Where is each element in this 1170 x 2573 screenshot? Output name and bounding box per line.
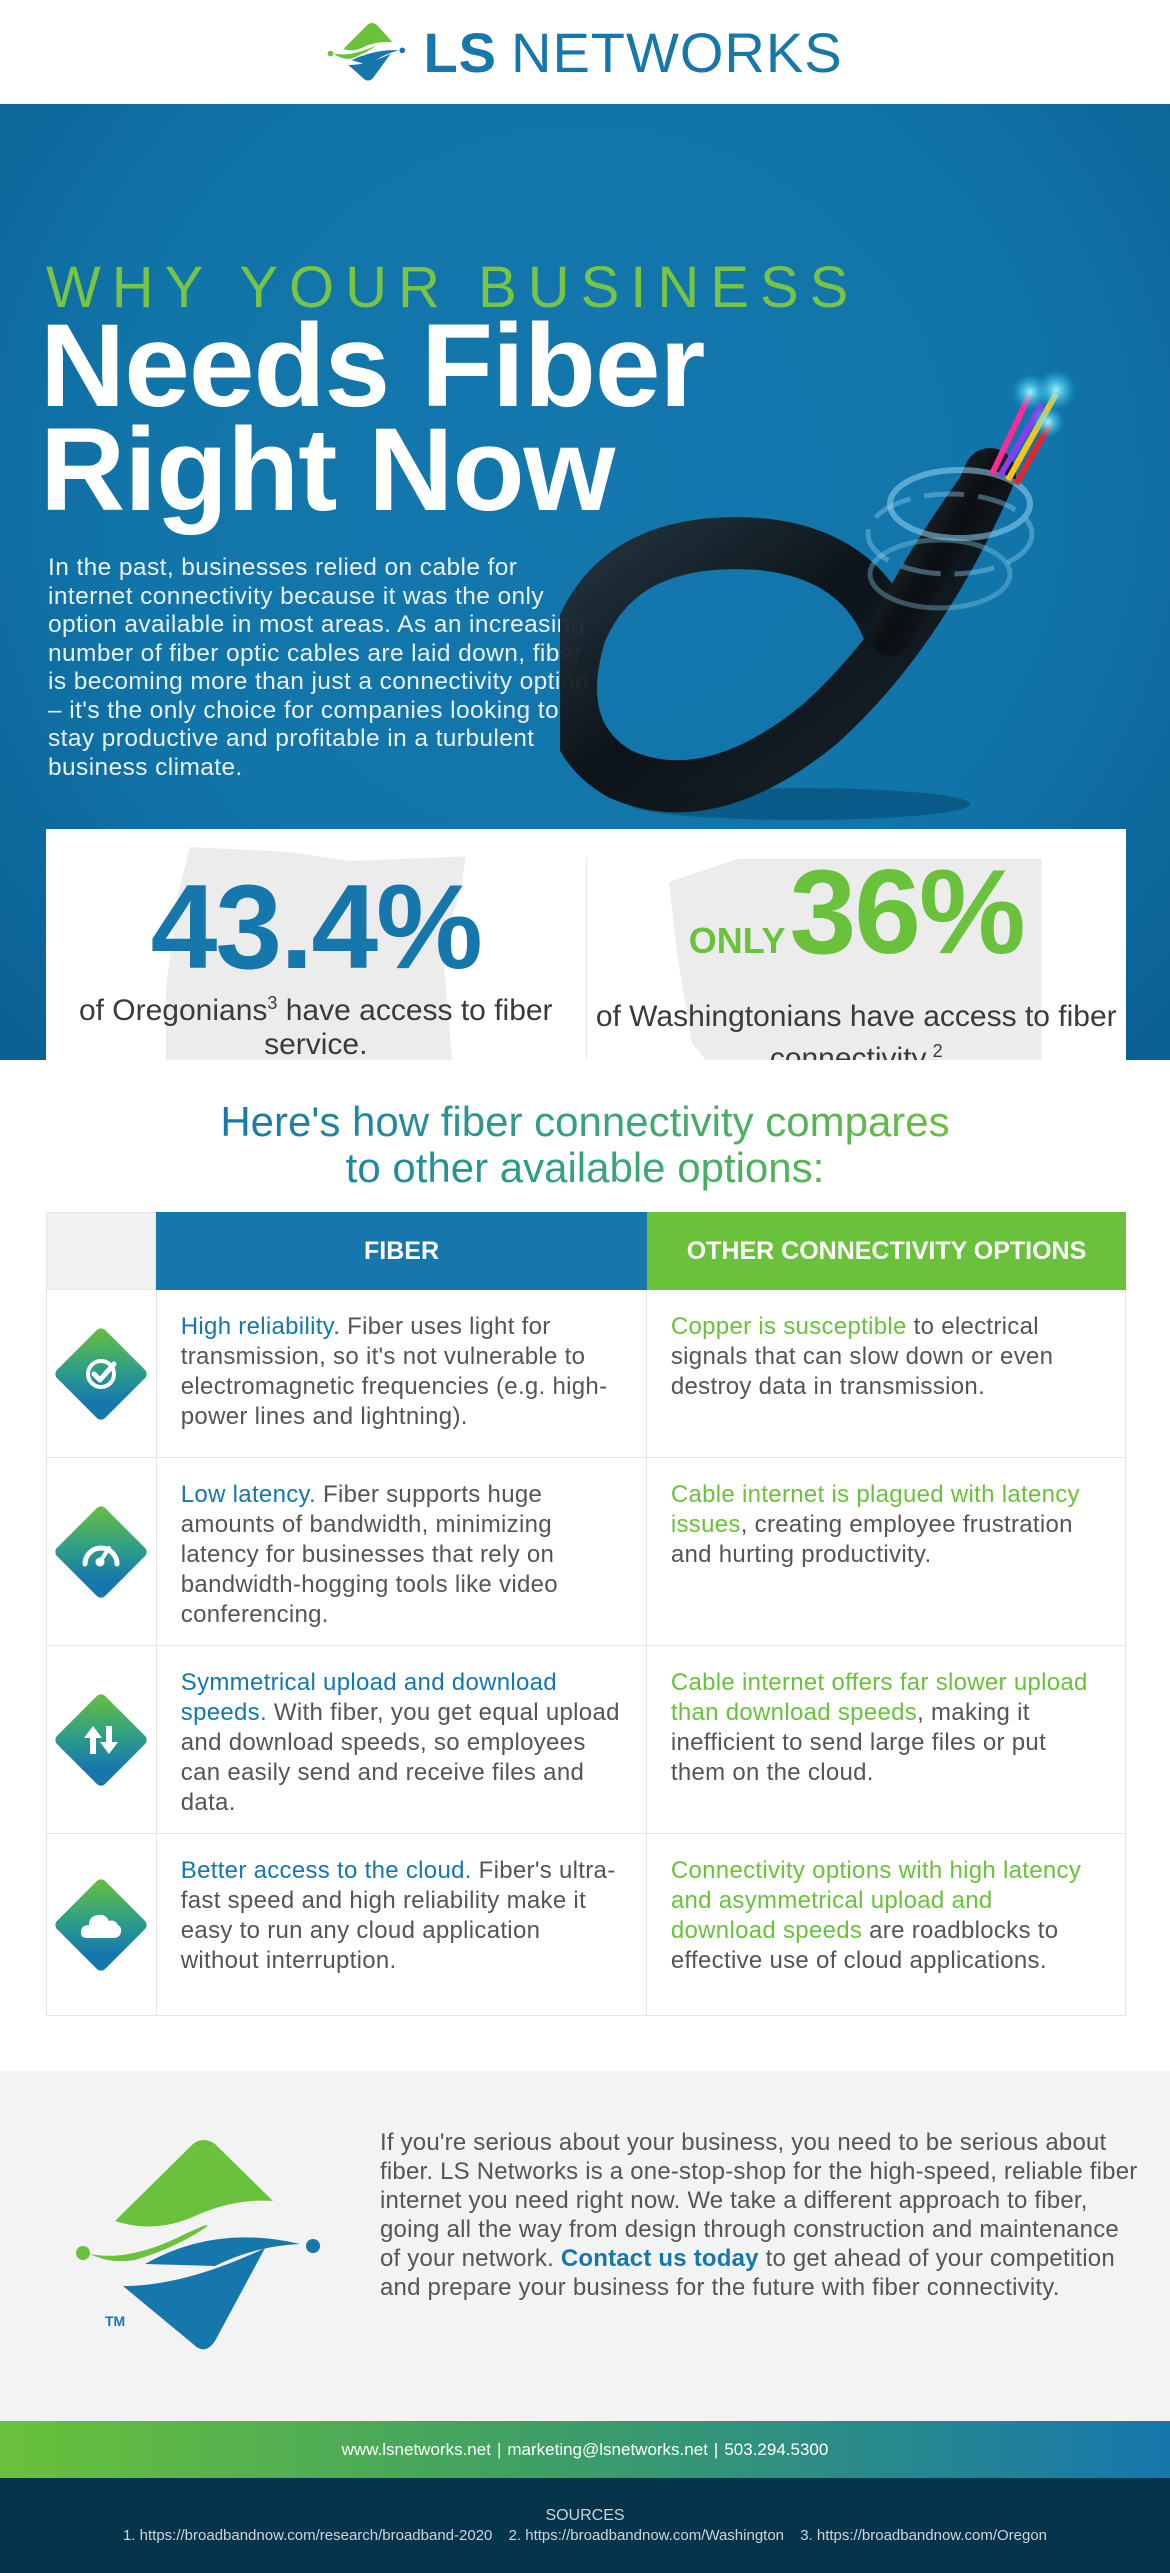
- other-cell: Connectivity options with high latency a…: [647, 1834, 1125, 2015]
- source-item[interactable]: 2. https://broadbandnow.com/Washington: [508, 2527, 785, 2544]
- other-text: are roadblocks to effective use of cloud…: [670, 1917, 1059, 1974]
- fiber-text: Fiber's ultra-fast speed and high reliab…: [180, 1857, 616, 1974]
- contact-bar: www.lsnetworks.net | marketing@lsnetwork…: [0, 2421, 1170, 2478]
- fiber-highlight: High reliability.: [180, 1313, 341, 1340]
- source-item[interactable]: 3. https://broadbandnow.com/Oregon: [800, 2527, 1048, 2544]
- other-highlight: Copper is susceptible: [670, 1313, 907, 1340]
- table-row: Better access to the cloud. Fiber's ultr…: [46, 1834, 1126, 2016]
- stat-washington-prefix: ONLY: [688, 920, 786, 961]
- other-cell: Copper is susceptible to electrical sign…: [647, 1290, 1125, 1457]
- column-header-other: OTHER CONNECTIVITY OPTIONS: [647, 1212, 1126, 1290]
- phone-number[interactable]: 503.294.5300: [724, 2439, 829, 2459]
- table-row: Symmetrical upload and download speeds. …: [46, 1646, 1126, 1834]
- fiber-highlight: Low latency.: [180, 1481, 317, 1508]
- cta-section: TM If you're serious about your business…: [0, 2071, 1170, 2421]
- comparison-table: FIBER OTHER CONNECTIVITY OPTIONS High re…: [46, 1212, 1126, 2016]
- cta-text-before: If you're serious about your business, y…: [380, 2129, 1138, 2272]
- other-highlight: Connectivity options with high latency a…: [670, 1857, 1082, 1944]
- hero-eyebrow: WHY YOUR BUSINESS: [46, 255, 860, 320]
- other-highlight: Cable internet offers far slower upload …: [670, 1669, 1088, 1726]
- speedometer-icon: [53, 1503, 150, 1600]
- table-row: High reliability. Fiber uses light for t…: [46, 1290, 1126, 1458]
- cta-text-after: to get ahead of your competition and pre…: [380, 2245, 1115, 2301]
- sources-section: SOURCES 1. https://broadbandnow.com/rese…: [0, 2478, 1170, 2573]
- stat-washington-desc: of Washingtonians have access to fiber c…: [587, 1000, 1127, 1060]
- email-link[interactable]: marketing@lsnetworks.net: [507, 2439, 708, 2459]
- fiber-cell: Low latency. Fiber supports huge amounts…: [157, 1458, 647, 1645]
- stat-washington-desc-text: of Washingtonians have access to fiber c…: [595, 1000, 1117, 1060]
- brand-wordmark: LS NETWORKS: [423, 20, 842, 85]
- ls-networks-large-logo-icon: TM: [76, 2140, 320, 2350]
- stat-washington: ONLY36% of Washingtonians have access to…: [585, 859, 1127, 1060]
- sources-list: 1. https://broadbandnow.com/research/bro…: [0, 2526, 1170, 2546]
- ls-networks-logo-icon: [328, 22, 406, 81]
- separator: |: [496, 2439, 502, 2459]
- fiber-text: With fiber, you get equal upload and dow…: [180, 1699, 620, 1816]
- other-cell: Cable internet is plagued with latency i…: [647, 1458, 1125, 1645]
- hero-title: Needs Fiber Right Now: [40, 307, 705, 529]
- compare-heading-line2: to other available options:: [345, 1144, 825, 1191]
- top-logo-bar: LS NETWORKS: [0, 0, 1170, 104]
- trademark-label: TM: [105, 2313, 125, 2329]
- upload-download-arrows-icon: [53, 1691, 150, 1788]
- fiber-cell: High reliability. Fiber uses light for t…: [157, 1290, 647, 1457]
- fiber-highlight: Better access to the cloud.: [180, 1857, 472, 1884]
- brand-regular: NETWORKS: [511, 20, 843, 84]
- row-icon-cell: [47, 1834, 157, 2015]
- washington-map-icon: [669, 859, 1042, 1060]
- fiber-cable-illustration-icon: [560, 370, 1076, 820]
- other-cell: Cable internet offers far slower upload …: [647, 1646, 1125, 1833]
- fiber-text: Fiber supports huge amounts of bandwidth…: [180, 1481, 558, 1628]
- other-highlight: Cable internet is plagued with latency i…: [670, 1481, 1080, 1538]
- compare-heading-section: Here's how fiber connectivity compares t…: [0, 1060, 1170, 1212]
- cloud-icon: [53, 1876, 150, 1973]
- table-header-blank: [46, 1212, 156, 1290]
- other-text: to electrical signals that can slow down…: [670, 1313, 1054, 1400]
- table-row: Low latency. Fiber supports huge amounts…: [46, 1458, 1126, 1646]
- stat-washington-footnote: 2: [932, 1041, 943, 1060]
- website-link[interactable]: www.lsnetworks.net: [341, 2439, 491, 2459]
- other-text: , creating employee frustration and hurt…: [670, 1511, 1073, 1568]
- stats-panel: 43.4% of Oregonians3 have access to fibe…: [46, 829, 1126, 1060]
- hero-section: WHY YOUR BUSINESS Needs Fiber Right Now …: [0, 104, 1170, 1060]
- table-header: FIBER OTHER CONNECTIVITY OPTIONS: [46, 1212, 1126, 1290]
- sources-label: SOURCES: [545, 2507, 625, 2524]
- row-icon-cell: [47, 1290, 157, 1457]
- stat-oregon-footnote: 3: [267, 992, 278, 1013]
- separator: |: [713, 2439, 719, 2459]
- other-text: , making it inefficient to send large fi…: [670, 1699, 1047, 1786]
- footer: www.lsnetworks.net | marketing@lsnetwork…: [0, 2421, 1170, 2573]
- hero-title-line1: Needs Fiber: [40, 300, 705, 432]
- hero-title-line2: Right Now: [40, 404, 615, 536]
- column-header-fiber: FIBER: [156, 1212, 647, 1290]
- stat-oregon-value: 43.4%: [150, 859, 483, 994]
- row-icon-cell: [47, 1646, 157, 1833]
- cta-text: If you're serious about your business, y…: [380, 2128, 1140, 2302]
- compare-heading: Here's how fiber connectivity compares t…: [220, 1099, 949, 1191]
- stat-oregon-desc-text: of Oregonians: [78, 993, 268, 1027]
- stat-oregon-desc-text2: have access to fiber service.: [264, 993, 553, 1061]
- fiber-cell: Symmetrical upload and download speeds. …: [157, 1646, 647, 1833]
- hero-intro: In the past, businesses relied on cable …: [48, 554, 589, 781]
- compare-heading-line1: Here's how fiber connectivity compares: [220, 1098, 950, 1145]
- stat-oregon-desc: of Oregonians3 have access to fiber serv…: [46, 986, 586, 1061]
- checkmark-circle-icon: [53, 1325, 150, 1422]
- row-icon-cell: [47, 1458, 157, 1645]
- fiber-text: Fiber uses light for transmission, so it…: [180, 1313, 608, 1430]
- contact-us-link[interactable]: Contact us today: [560, 2245, 759, 2272]
- fiber-highlight: Symmetrical upload and download speeds.: [180, 1669, 557, 1726]
- stat-washington-value-wrap: ONLY36%: [688, 859, 1026, 996]
- stat-washington-value: 36%: [789, 859, 1026, 979]
- fiber-cell: Better access to the cloud. Fiber's ultr…: [157, 1834, 647, 2015]
- oregon-map-icon: [166, 847, 466, 1060]
- source-item[interactable]: 1. https://broadbandnow.com/research/bro…: [122, 2527, 493, 2544]
- stat-oregon: 43.4% of Oregonians3 have access to fibe…: [46, 829, 586, 1060]
- brand-bold: LS: [423, 20, 497, 84]
